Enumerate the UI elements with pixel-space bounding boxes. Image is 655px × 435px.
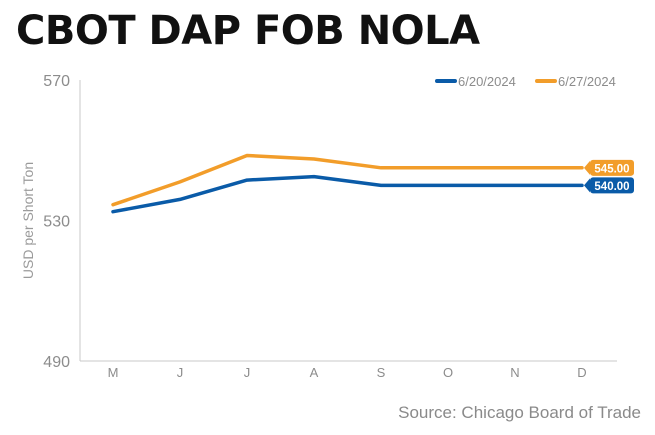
y-tick-label: 490 <box>43 354 70 371</box>
x-tick-label: S <box>377 365 386 380</box>
x-tick-label: J <box>177 365 184 380</box>
end-label-box <box>590 159 634 176</box>
x-tick-label: D <box>577 365 586 380</box>
end-label-pointer <box>584 160 590 175</box>
end-label-pointer <box>584 178 590 193</box>
y-axis-label: USD per Short Ton <box>20 162 36 279</box>
end-label-1: 540.00 <box>594 181 629 193</box>
chart-title: CBOT DAP FOB NOLA <box>16 8 480 54</box>
end-label-box <box>590 177 634 194</box>
legend-label-1: 6/20/2024 <box>458 74 516 89</box>
y-tick-label: 570 <box>43 73 70 90</box>
x-tick-label: N <box>510 365 519 380</box>
x-tick-label: M <box>108 365 119 380</box>
series-line-1 <box>111 174 584 214</box>
x-tick-label: O <box>443 365 453 380</box>
series-line-2 <box>111 153 584 207</box>
source-note: Source: Chicago Board of Trade <box>398 403 641 422</box>
x-tick-label: J <box>244 365 251 380</box>
y-tick-label: 530 <box>43 214 70 231</box>
legend-label-2: 6/27/2024 <box>558 74 616 89</box>
x-tick-label: A <box>310 365 319 380</box>
end-label-2: 545.00 <box>594 163 629 175</box>
